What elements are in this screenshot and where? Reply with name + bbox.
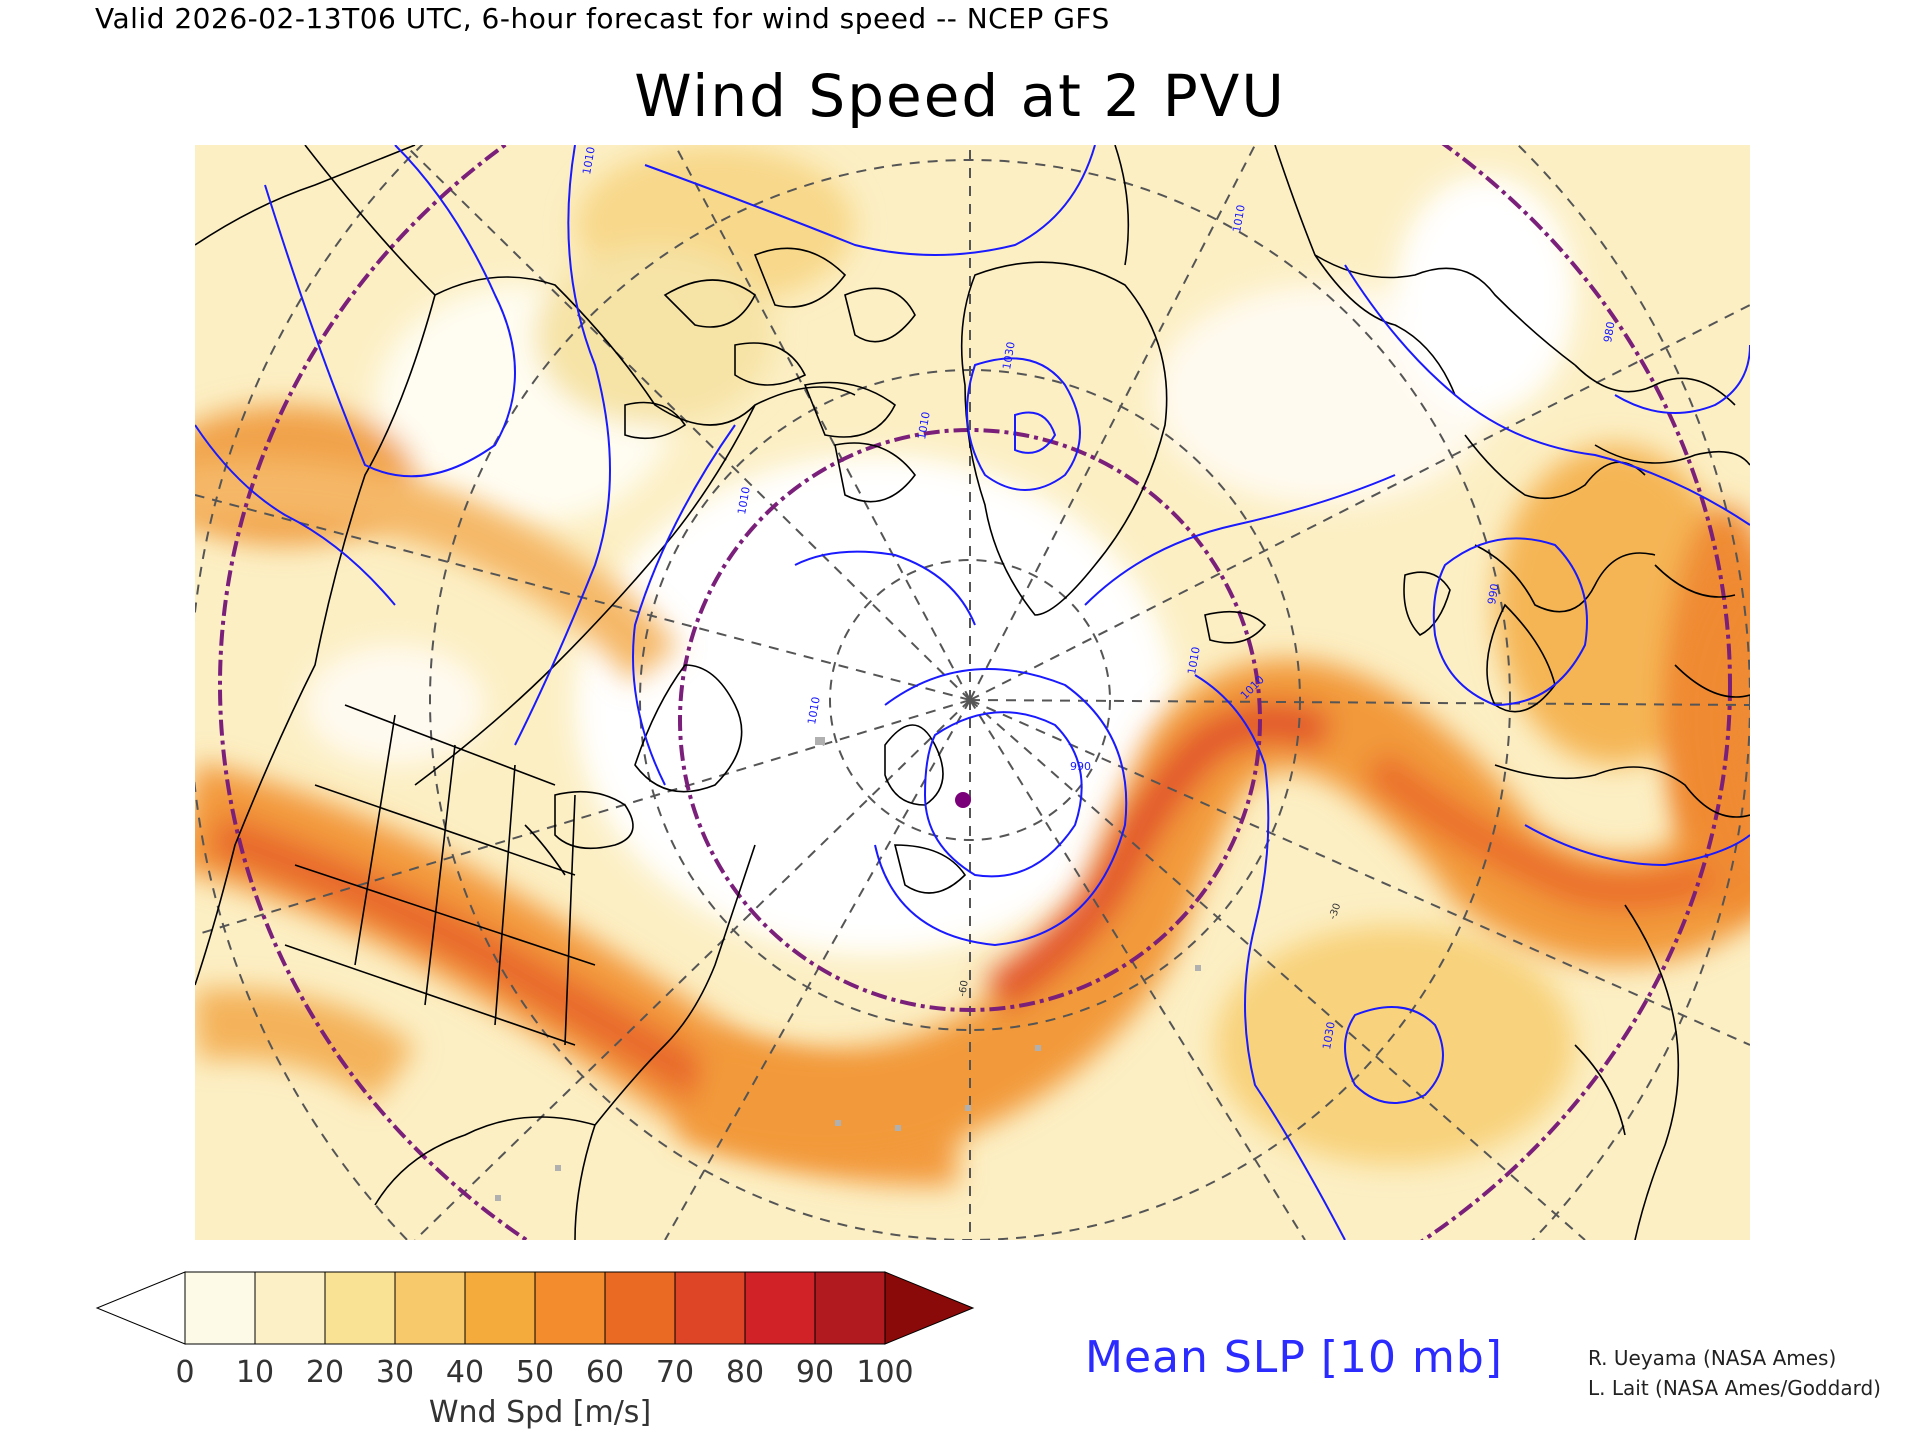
coastlines xyxy=(195,145,1750,1240)
colorbar-title: Wnd Spd [m/s] xyxy=(428,1395,652,1430)
colorbar-swatch xyxy=(254,1271,326,1345)
slp-legend-label: Mean SLP [10 mb] xyxy=(1085,1332,1503,1383)
colorbar-tick-label: 70 xyxy=(655,1355,695,1390)
colorbar-swatch xyxy=(744,1271,816,1345)
location-marker xyxy=(955,792,971,808)
colorbar-swatch xyxy=(814,1271,886,1345)
isobar-label: 1010 xyxy=(735,486,753,516)
latitude-labels: -60 -30 xyxy=(957,902,1343,998)
colorbar-swatch xyxy=(464,1271,536,1345)
isobar-label: 990 xyxy=(1485,583,1501,606)
colorbar-swatch xyxy=(604,1271,676,1345)
isobar-label: 1010 xyxy=(580,146,598,176)
colorbar-tick-label: 40 xyxy=(445,1355,485,1390)
credit-line: R. Ueyama (NASA Ames) xyxy=(1588,1346,1837,1370)
colorbar-under-arrow xyxy=(95,1271,186,1345)
colorbar-swatch xyxy=(394,1271,466,1345)
isobar-label: 1010 xyxy=(1185,646,1203,676)
credits: R. Ueyama (NASA Ames) L. Lait (NASA Ames… xyxy=(1588,1343,1881,1403)
slp-isobars xyxy=(195,145,1750,1240)
colorbar-swatch xyxy=(324,1271,396,1345)
isobar-label: 1010 xyxy=(915,411,933,441)
credit-line: L. Lait (NASA Ames/Goddard) xyxy=(1588,1376,1881,1400)
isobar-label: 990 xyxy=(1070,760,1091,773)
latitude-label: -60 xyxy=(957,980,971,998)
colorbar-swatch xyxy=(674,1271,746,1345)
map-title: Wind Speed at 2 PVU xyxy=(634,62,1286,130)
colorbar-tick-label: 80 xyxy=(725,1355,765,1390)
colorbar-tick-label: 50 xyxy=(515,1355,555,1390)
isobar-label: 1030 xyxy=(1320,1021,1338,1051)
colorbar-tick-label: 10 xyxy=(235,1355,275,1390)
isobar-label: 1010 xyxy=(805,696,823,726)
reference-circles xyxy=(218,145,1732,1240)
isobar-label: 1010 xyxy=(1230,204,1248,234)
wind-speed-colorbar xyxy=(95,1271,975,1345)
wind-speed-map: 1010 1010 1030 1010 1010 990 1010 1010 1… xyxy=(195,145,1750,1240)
latitude-label: -30 xyxy=(1327,902,1343,921)
colorbar-swatch xyxy=(184,1271,256,1345)
isobar-label: 980 xyxy=(1601,321,1617,344)
isobar-label: 1030 xyxy=(1000,341,1018,371)
colorbar-over-arrow xyxy=(884,1271,975,1345)
graticule xyxy=(195,145,1750,1240)
data-dots xyxy=(495,737,1201,1201)
colorbar-tick-label: 60 xyxy=(585,1355,625,1390)
colorbar-tick-label: 0 xyxy=(175,1355,195,1390)
colorbar-tick-label: 20 xyxy=(305,1355,345,1390)
colorbar-tick-label: 30 xyxy=(375,1355,415,1390)
colorbar-swatch xyxy=(534,1271,606,1345)
colorbar-tick-label: 90 xyxy=(795,1355,835,1390)
isobar-labels: 1010 1010 1030 1010 1010 990 1010 1010 1… xyxy=(580,146,1617,1051)
forecast-valid-line: Valid 2026-02-13T06 UTC, 6-hour forecast… xyxy=(95,2,1110,35)
colorbar-tick-label: 100 xyxy=(856,1355,914,1390)
